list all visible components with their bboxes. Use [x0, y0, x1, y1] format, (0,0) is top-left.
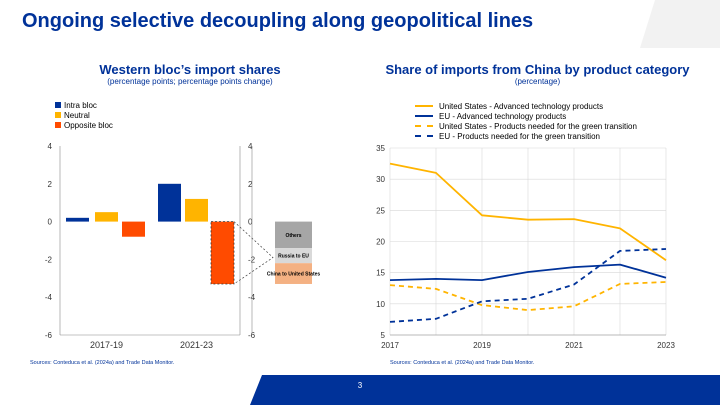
y-tick-label: 10 — [376, 300, 385, 309]
y-tick-label: 2 — [48, 180, 53, 189]
left-chart-title: Western bloc’s import shares — [99, 62, 281, 77]
x-tick-label: 2019 — [473, 341, 491, 350]
x-tick-label: 2021-23 — [180, 340, 213, 350]
bar — [122, 221, 145, 237]
series-line — [389, 281, 667, 312]
legend-item-us-green: United States - Products needed for the … — [415, 121, 637, 131]
y-tick-label: 4 — [48, 142, 53, 151]
right-source: Sources: Conteduca et al. (2024a) and Tr… — [390, 360, 535, 366]
footer-band — [250, 375, 720, 405]
y-tick-label: 4 — [248, 142, 253, 151]
right-chart-title: Share of imports from China by product c… — [385, 62, 690, 77]
y-tick-label: 2 — [248, 180, 253, 189]
legend-item-intra: Intra bloc — [55, 100, 113, 110]
x-tick-label: 2021 — [565, 341, 583, 350]
legend-label: United States - Advanced technology prod… — [439, 101, 604, 111]
y-tick-label: -6 — [248, 331, 256, 340]
left-source: Sources: Conteduca et al. (2024a) and Tr… — [30, 360, 175, 366]
x-tick-label: 2017 — [381, 341, 399, 350]
page-title: Ongoing selective decoupling along geopo… — [22, 10, 534, 32]
legend-item-eu-green: EU - Products needed for the green trans… — [415, 131, 637, 141]
legend-label: Neutral — [64, 110, 90, 120]
y-tick-label: 20 — [376, 238, 385, 247]
y-tick-label: 35 — [376, 144, 385, 153]
decomp-segment — [275, 221, 312, 249]
legend-label: EU - Advanced technology products — [439, 111, 567, 121]
legend-item-opposite: Opposite bloc — [55, 120, 113, 130]
decomp-segment — [275, 248, 312, 264]
y-tick-label: 15 — [376, 269, 385, 278]
legend-item-neutral: Neutral — [55, 110, 113, 120]
series-line — [389, 263, 667, 282]
bar — [95, 212, 118, 222]
left-chart-subtitle: (percentage points; percentage points ch… — [107, 77, 273, 86]
legend-item-eu-adv: EU - Advanced technology products — [415, 111, 637, 121]
header-band — [0, 0, 720, 48]
legend-item-us-adv: United States - Advanced technology prod… — [415, 101, 637, 111]
series-line — [389, 248, 667, 323]
y-tick-label: 0 — [48, 218, 53, 227]
x-tick-label: 2017-19 — [90, 340, 123, 350]
right-chart-subtitle: (percentage) — [514, 77, 561, 86]
decomp-segment-label: China to United States — [267, 272, 321, 278]
legend-label: Opposite bloc — [64, 120, 113, 130]
left-legend: Intra bloc Neutral Opposite bloc — [55, 100, 113, 130]
legend-label: EU - Products needed for the green trans… — [439, 131, 600, 141]
legend-label: United States - Products needed for the … — [439, 121, 637, 131]
y-tick-label: -4 — [45, 293, 53, 302]
bar — [158, 183, 181, 222]
decomp-connector — [233, 221, 274, 285]
page-number: 3 — [357, 381, 363, 390]
y-tick-label: 25 — [376, 206, 385, 215]
y-tick-label: -6 — [45, 331, 53, 340]
decomp-segment-label: Others — [285, 233, 301, 239]
bar — [185, 198, 208, 222]
decomp-segment-label: Russia to EU — [278, 254, 309, 260]
legend-label: Intra bloc — [64, 100, 97, 110]
decomp-segment — [275, 263, 312, 284]
x-tick-label: 2023 — [657, 341, 675, 350]
y-tick-label: -2 — [45, 255, 53, 264]
y-tick-label: 0 — [248, 218, 253, 227]
y-tick-label: 5 — [381, 331, 386, 340]
right-legend: United States - Advanced technology prod… — [415, 101, 637, 141]
series-line — [389, 162, 667, 261]
y-tick-label: 30 — [376, 175, 385, 184]
bar — [210, 221, 235, 285]
bar — [66, 217, 89, 222]
